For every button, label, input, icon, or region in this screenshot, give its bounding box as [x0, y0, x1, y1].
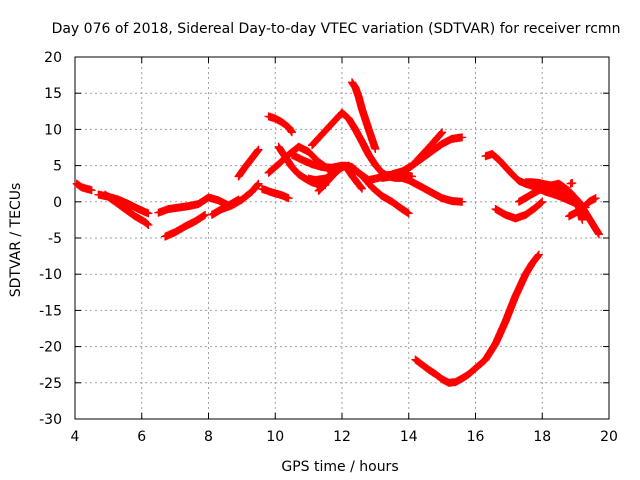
- y-tick-label: -10: [39, 267, 62, 283]
- data-points: [72, 78, 603, 387]
- marker-trace: [101, 190, 153, 229]
- y-tick-label: -20: [39, 340, 62, 356]
- marker-trace: [566, 178, 577, 188]
- x-tick-label: 10: [266, 429, 284, 445]
- series-arc9: [264, 112, 296, 137]
- marker-trace: [257, 184, 293, 203]
- series-arc5: [161, 210, 210, 241]
- chart-title: Day 076 of 2018, Sidereal Day-to-day VTE…: [52, 21, 621, 37]
- marker-trace: [234, 145, 263, 181]
- x-tick-label: 16: [467, 429, 485, 445]
- series-arc6: [207, 179, 263, 219]
- marker-trace: [388, 133, 467, 179]
- x-tick-label: 20: [600, 429, 618, 445]
- marker-trace: [521, 178, 587, 224]
- y-tick-label: 15: [44, 86, 62, 102]
- y-tick-label: -25: [39, 376, 62, 392]
- series-arc16: [338, 108, 467, 206]
- y-tick-label: -5: [48, 231, 62, 247]
- y-tick-label: 5: [53, 159, 62, 175]
- x-tick-label: 4: [71, 429, 80, 445]
- marker-trace: [264, 112, 296, 137]
- marker-trace: [338, 108, 467, 206]
- marker-trace: [348, 78, 380, 153]
- series-arc14: [314, 161, 367, 195]
- series-arc24: [521, 178, 587, 224]
- series-arc19: [388, 133, 467, 179]
- y-tick-label: -15: [39, 303, 62, 319]
- series-arc1: [72, 179, 96, 195]
- marker-trace: [207, 179, 263, 219]
- series-arc25: [565, 194, 600, 221]
- marker-trace: [491, 197, 547, 223]
- series-arc22: [491, 197, 547, 223]
- series-arc20: [411, 250, 543, 387]
- series-arc26: [566, 178, 577, 188]
- x-tick-label: 6: [137, 429, 146, 445]
- series-arc3: [101, 190, 153, 229]
- axis-ticks: 4 6 8 10 12 14 16 18 20 -30 -25 -20 -15 -10 -5 0 5 10 15 20: [39, 50, 618, 445]
- marker-trace: [314, 161, 367, 195]
- x-axis-label: GPS time / hours: [281, 459, 398, 475]
- y-tick-label: 10: [44, 122, 62, 138]
- marker-trace: [161, 210, 210, 241]
- series-arc17: [348, 78, 380, 153]
- y-tick-label: 20: [44, 50, 62, 66]
- series-arc7: [234, 145, 263, 181]
- marker-trace: [308, 108, 346, 150]
- marker-trace: [411, 250, 543, 387]
- x-tick-label: 18: [533, 429, 551, 445]
- marker-trace: [72, 179, 96, 195]
- x-tick-label: 12: [333, 429, 351, 445]
- series-arc8: [257, 184, 293, 203]
- x-tick-label: 8: [204, 429, 213, 445]
- y-tick-label: -30: [39, 412, 62, 428]
- x-tick-label: 14: [400, 429, 418, 445]
- marker-trace: [287, 150, 413, 218]
- y-axis-label: SDTVAR / TECUs: [8, 183, 24, 298]
- series-arc15: [308, 108, 346, 150]
- marker-trace: [565, 194, 600, 221]
- y-tick-label: 0: [53, 195, 62, 211]
- series-arc12: [287, 150, 413, 218]
